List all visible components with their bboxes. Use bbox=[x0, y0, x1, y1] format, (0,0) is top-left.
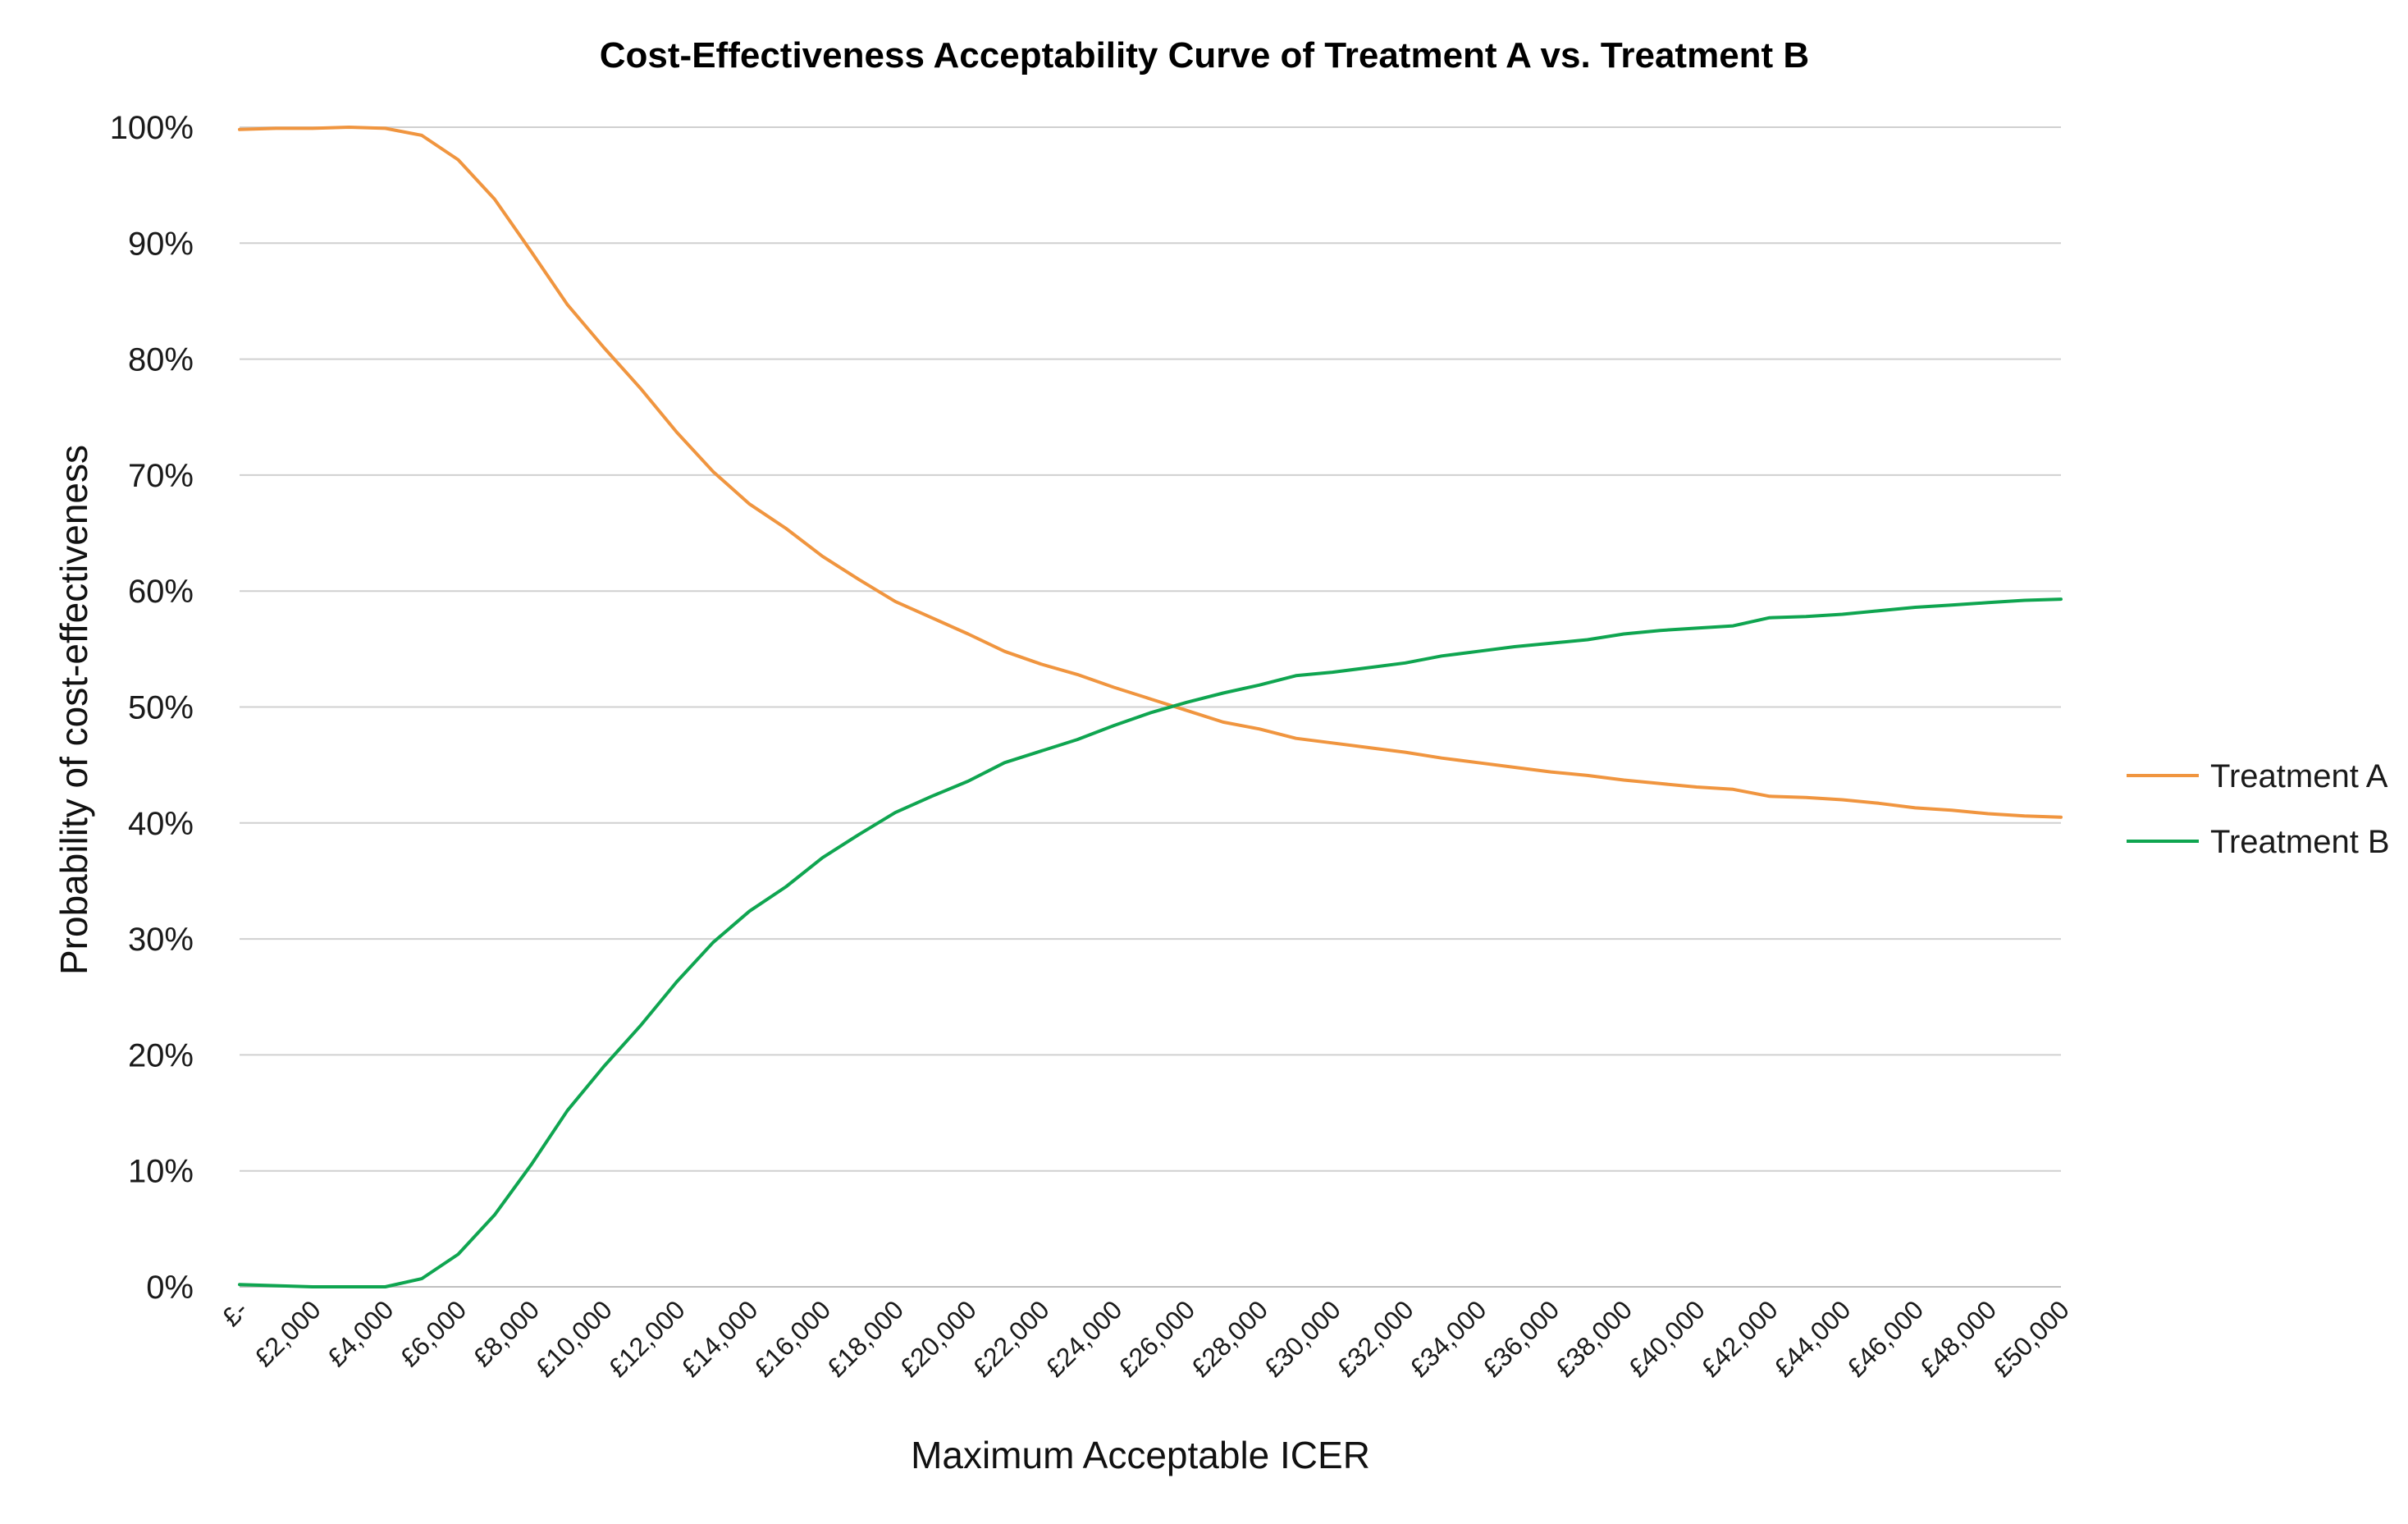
legend: Treatment A Treatment B bbox=[2127, 758, 2390, 860]
x-tick-label: £10,000 bbox=[530, 1294, 618, 1382]
x-tick-label: £22,000 bbox=[967, 1294, 1055, 1382]
x-tick-label: £32,000 bbox=[1332, 1294, 1419, 1382]
y-tick-label: 70% bbox=[128, 458, 194, 494]
legend-label: Treatment A bbox=[2210, 758, 2388, 794]
x-tick-label: £2,000 bbox=[249, 1294, 327, 1372]
legend-label: Treatment B bbox=[2210, 824, 2390, 860]
x-tick-label: £26,000 bbox=[1113, 1294, 1200, 1382]
x-tick-label: £6,000 bbox=[395, 1294, 473, 1372]
y-axis-ticks: 0% 10% 20% 30% 40% 50% 60% 70% 80% 90% 100% bbox=[110, 110, 194, 1306]
x-tick-label: £12,000 bbox=[603, 1294, 691, 1382]
y-tick-label: 40% bbox=[128, 806, 194, 842]
chart-title: Cost-Effectiveness Acceptability Curve o… bbox=[600, 35, 1809, 76]
x-tick-label: £48,000 bbox=[1914, 1294, 2002, 1382]
y-tick-label: 0% bbox=[146, 1270, 194, 1306]
x-tick-label: £30,000 bbox=[1259, 1294, 1346, 1382]
y-tick-label: 80% bbox=[128, 342, 194, 378]
x-tick-label: £14,000 bbox=[675, 1294, 763, 1382]
y-tick-label: 20% bbox=[128, 1037, 194, 1073]
x-tick-label: £18,000 bbox=[821, 1294, 909, 1382]
x-tick-label: £20,000 bbox=[894, 1294, 982, 1382]
x-tick-label: £50,000 bbox=[1987, 1294, 2075, 1382]
x-axis-ticks: £-£2,000£4,000£6,000£8,000£10,000£12,000… bbox=[216, 1294, 2075, 1382]
x-tick-label: £36,000 bbox=[1477, 1294, 1565, 1382]
gridlines bbox=[240, 126, 2061, 1288]
y-tick-label: 10% bbox=[128, 1154, 194, 1190]
y-tick-label: 30% bbox=[128, 922, 194, 958]
x-tick-label: £24,000 bbox=[1040, 1294, 1127, 1382]
series-line-treatment-b bbox=[238, 597, 2063, 1288]
series-lines bbox=[238, 126, 2063, 1288]
y-tick-label: 50% bbox=[128, 690, 194, 726]
x-tick-label: £38,000 bbox=[1550, 1294, 1638, 1382]
x-tick-label: £42,000 bbox=[1696, 1294, 1784, 1382]
y-tick-label: 100% bbox=[110, 110, 194, 146]
x-tick-label: £- bbox=[216, 1294, 254, 1332]
x-axis-label: Maximum Acceptable ICER bbox=[911, 1434, 1370, 1476]
x-tick-label: £28,000 bbox=[1186, 1294, 1273, 1382]
x-tick-label: £46,000 bbox=[1841, 1294, 1929, 1382]
y-tick-label: 90% bbox=[128, 226, 194, 262]
x-tick-label: £16,000 bbox=[748, 1294, 836, 1382]
y-tick-label: 60% bbox=[128, 574, 194, 610]
x-tick-label: £34,000 bbox=[1404, 1294, 1492, 1382]
x-tick-label: £44,000 bbox=[1768, 1294, 1856, 1382]
series-line-treatment-a bbox=[238, 126, 2063, 819]
x-tick-label: £40,000 bbox=[1623, 1294, 1711, 1382]
x-tick-label: £4,000 bbox=[322, 1294, 400, 1372]
y-axis-label: Probability of cost-effectiveness bbox=[53, 445, 95, 975]
